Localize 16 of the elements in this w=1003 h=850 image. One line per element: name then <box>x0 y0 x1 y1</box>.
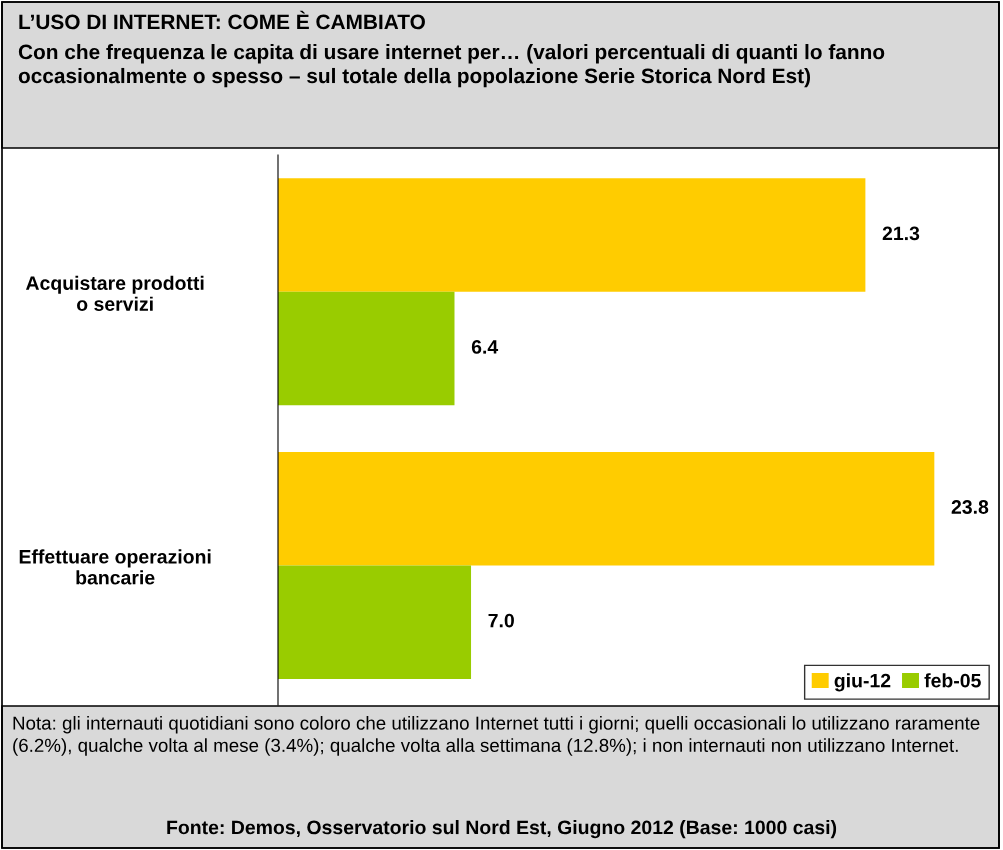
bar <box>278 451 935 566</box>
bar <box>278 565 472 679</box>
bar <box>278 178 866 292</box>
legend-label: feb-05 <box>924 673 981 688</box>
bar <box>278 291 455 406</box>
source-note: Fonte: Demos, Osservatorio sul Nord Est, Giugno 2012 (Base: 1000 casi) <box>167 820 837 839</box>
y-tick-label: Effettuare operazioni bancarie <box>19 549 211 585</box>
text: Nota: gli internauti quotidiani sono coloro che utilizzano Internet tutti i giorni; quelli occasionali lo utilizzano raramente (6.2%), qualche volta al mese (3.4%); qualche volta alla settimana (12.8%); i non internauti non utilizzano Internet. <box>13 716 980 756</box>
data-label: 7.0 <box>488 613 514 628</box>
y-tick-label: Acquistare prodotti o servizi <box>25 275 204 311</box>
data-label: 23.8 <box>951 500 989 514</box>
chart-subtitle: Con che frequenza le capita di usare internet per… (valori percentuali di quanti lo fanno occasionalmente o spesso – sul totale della popolazione Serie Storica Nord Est) <box>18 44 885 88</box>
chart-title: L’USO DI INTERNET: COME È CAMBIATO <box>19 10 425 30</box>
data-label: 21.3 <box>882 226 920 241</box>
data-label: 6.4 <box>471 340 499 354</box>
legend-label: giu-12 <box>834 673 891 692</box>
